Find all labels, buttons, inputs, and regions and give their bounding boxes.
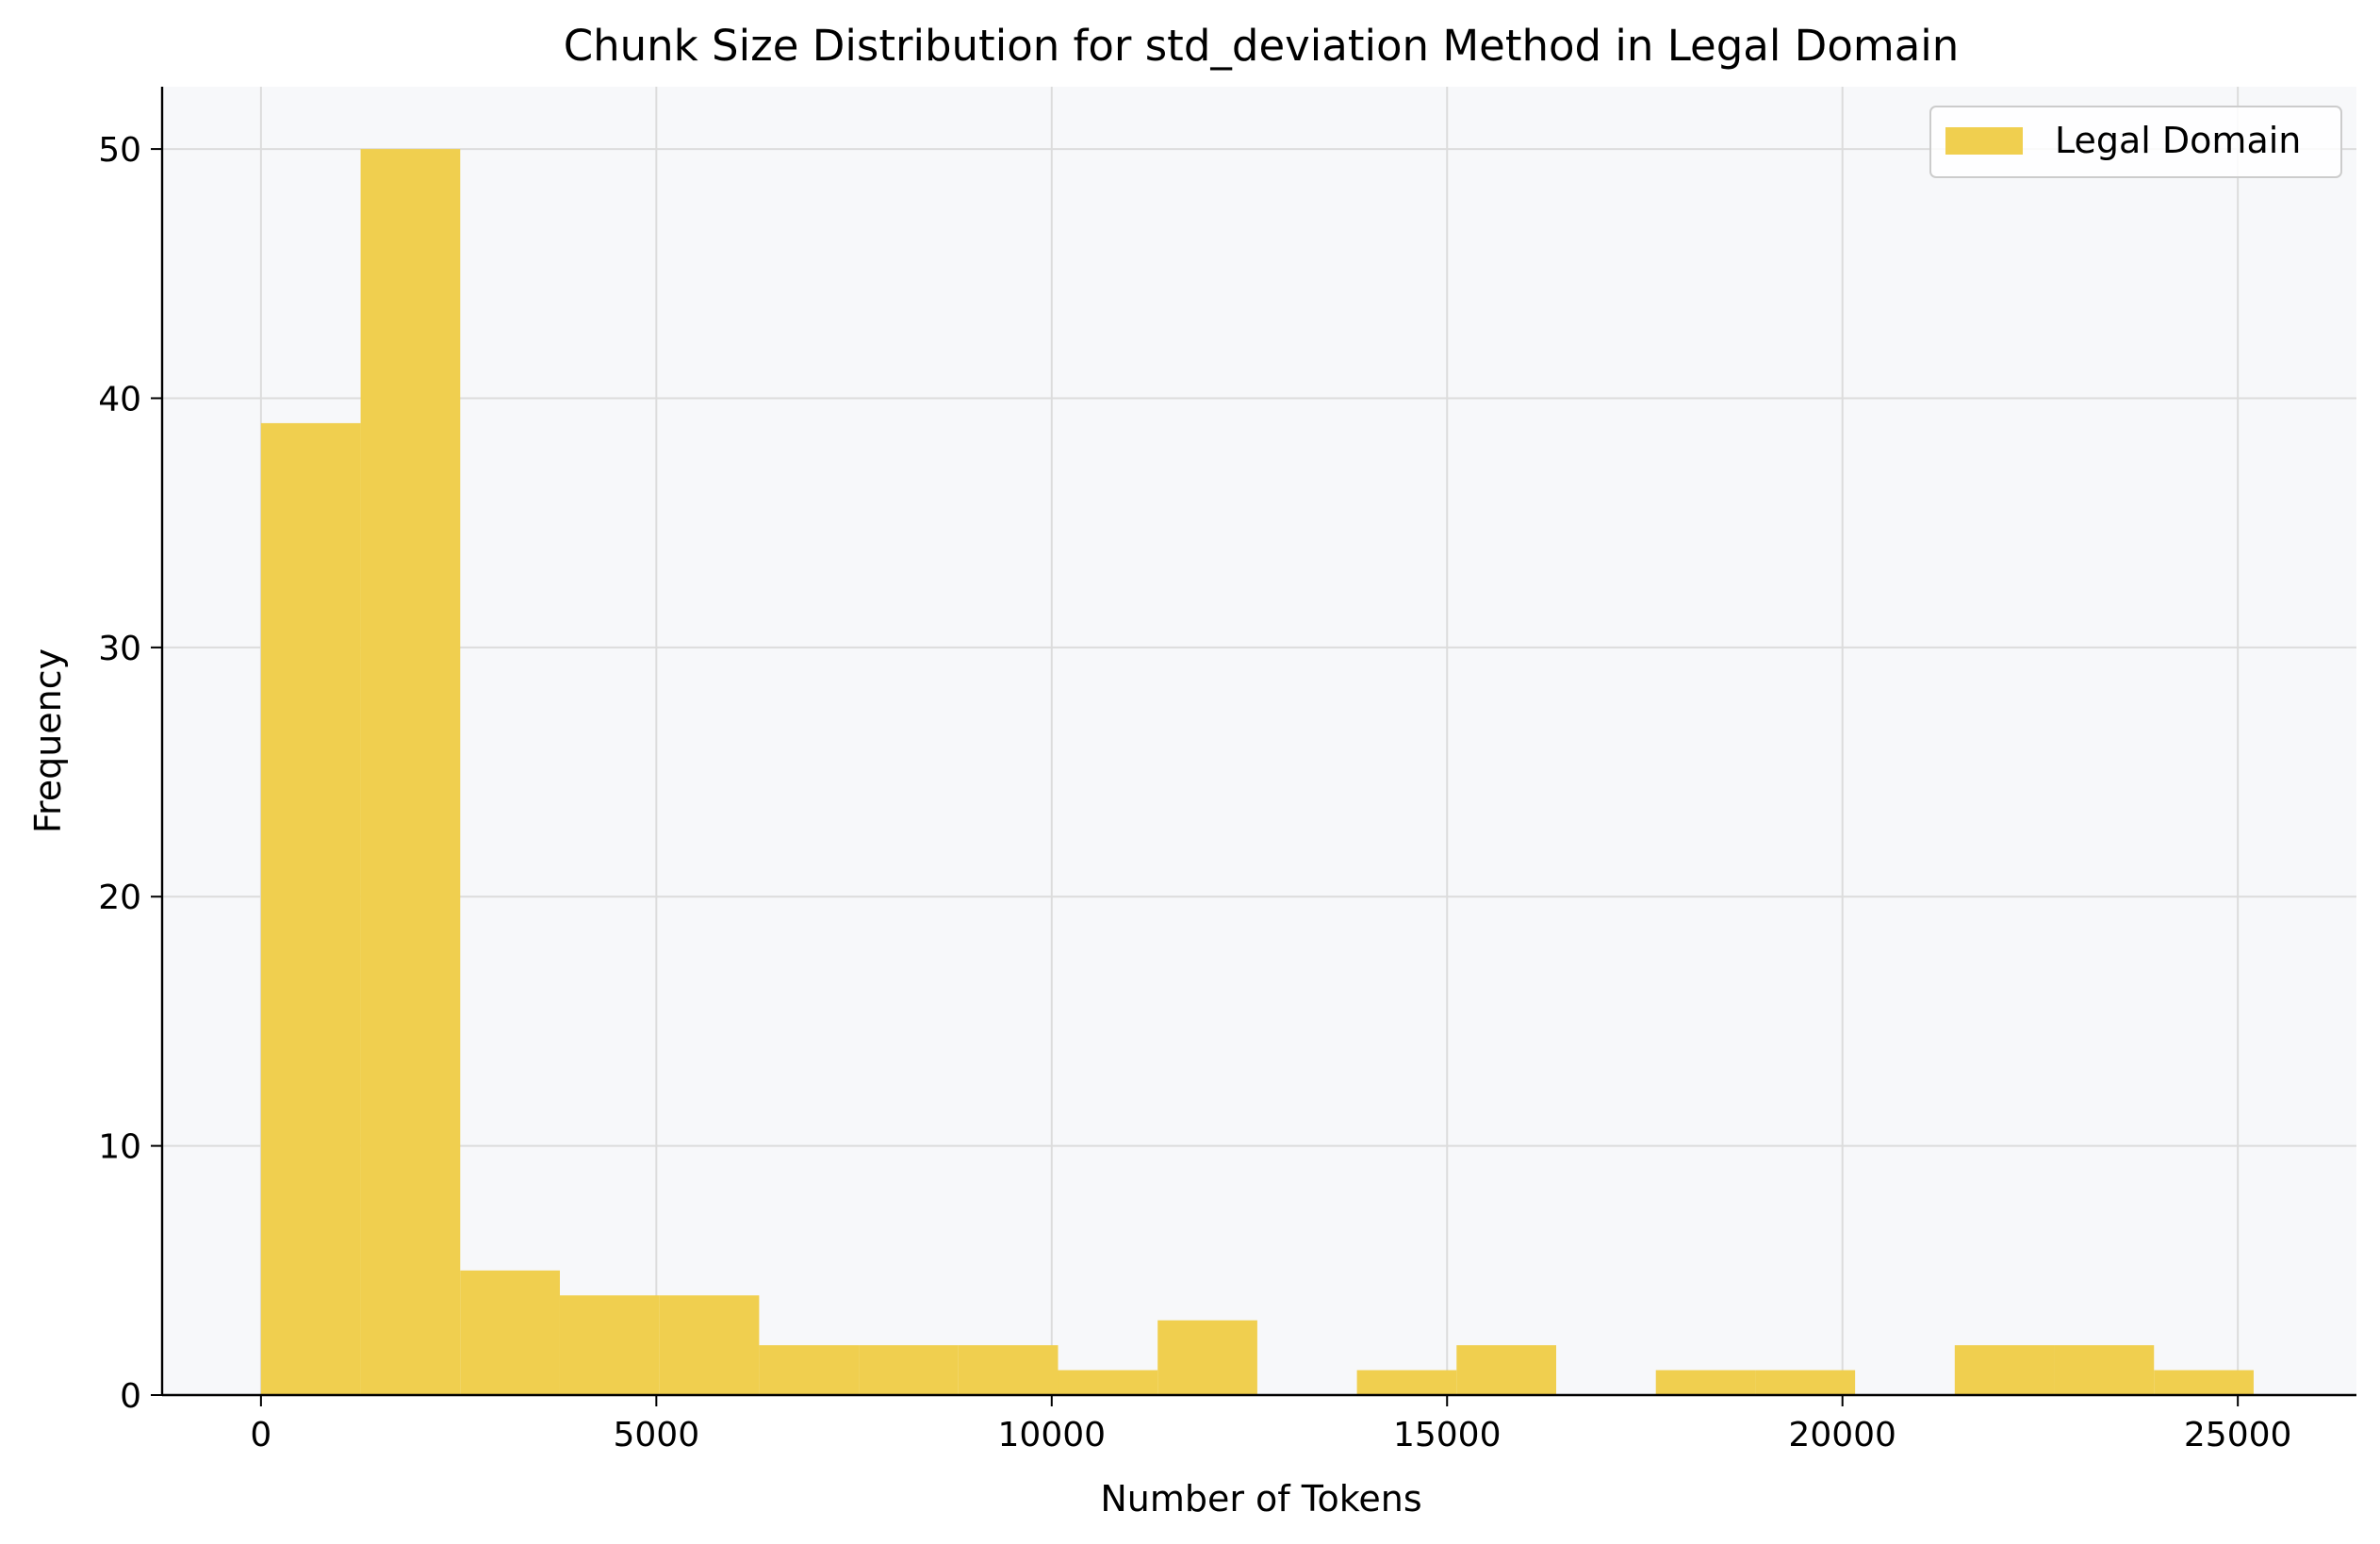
histogram-bar <box>460 1270 560 1395</box>
histogram-bar <box>1755 1370 1856 1395</box>
x-tick-label: 25000 <box>2184 1416 2292 1454</box>
histogram-bar <box>1456 1345 1557 1395</box>
legend-swatch <box>1945 127 2023 155</box>
histogram-bar <box>1356 1370 1457 1395</box>
legend-box <box>1929 106 2342 178</box>
x-tick-label: 20000 <box>1788 1416 1896 1454</box>
y-tick-label: 50 <box>98 131 141 170</box>
y-tick-label: 20 <box>98 879 141 917</box>
y-tick-label: 0 <box>120 1377 141 1416</box>
histogram-bar <box>958 1345 1059 1395</box>
axes <box>160 87 2356 1397</box>
x-tick-label: 5000 <box>614 1416 700 1454</box>
x-ticks: 0 5000 10000 15000 20000 25000 <box>250 1395 2291 1454</box>
histogram-bar <box>360 149 461 1396</box>
chart-title: Chunk Size Distribution for std_deviatio… <box>564 21 1960 71</box>
bars <box>260 149 2254 1396</box>
y-ticks: 0 10 20 30 40 50 <box>98 131 162 1416</box>
histogram-bar <box>1954 1345 2055 1395</box>
histogram-bar <box>2154 1370 2254 1395</box>
histogram-bar <box>2054 1345 2155 1395</box>
legend: Legal Domain <box>1929 106 2342 178</box>
x-tick-label: 10000 <box>998 1416 1107 1454</box>
histogram-bar <box>1655 1370 1756 1395</box>
x-axis-label: Number of Tokens <box>1100 1478 1421 1519</box>
histogram-bar <box>559 1295 660 1395</box>
histogram-bar <box>659 1295 760 1395</box>
legend-label: Legal Domain <box>2055 120 2301 161</box>
y-tick-label: 10 <box>98 1128 141 1167</box>
histogram-bar <box>1157 1320 1257 1395</box>
y-tick-label: 30 <box>98 630 141 668</box>
y-axis-label: Frequency <box>27 649 69 833</box>
histogram-bar <box>859 1345 959 1395</box>
histogram-bar <box>1058 1370 1158 1395</box>
x-tick-label: 0 <box>250 1416 271 1454</box>
plot-area-background <box>162 87 2356 1395</box>
histogram-bar <box>759 1345 860 1395</box>
y-tick-label: 40 <box>98 380 141 419</box>
x-tick-label: 15000 <box>1393 1416 1502 1454</box>
histogram-bar <box>260 422 361 1395</box>
